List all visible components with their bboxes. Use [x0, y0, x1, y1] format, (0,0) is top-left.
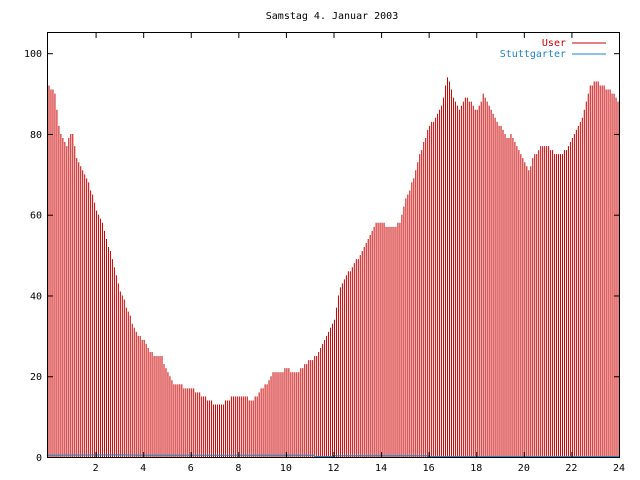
x-tick-label: 22: [565, 463, 577, 474]
x-tick-label: 6: [188, 463, 194, 474]
y-tick-label: 0: [36, 453, 42, 464]
y-axis: 0 20 40 60 80 100: [24, 49, 619, 464]
y-tick-label: 40: [30, 291, 42, 302]
chart-title: Samstag 4. Januar 2003: [266, 11, 398, 22]
x-tick-label: 4: [140, 463, 146, 474]
legend-label-stuttgarter: Stuttgarter: [500, 49, 566, 60]
legend-label-user: User: [542, 38, 566, 49]
x-tick-label: 20: [518, 463, 530, 474]
x-tick-label: 24: [613, 463, 625, 474]
x-tick-label: 14: [375, 463, 387, 474]
x-tick-label: 12: [327, 463, 339, 474]
plot-frame: [47, 32, 620, 458]
x-tick-label: 2: [93, 463, 99, 474]
y-tick-label: 20: [30, 372, 42, 383]
y-tick-label: 60: [30, 211, 42, 222]
legend: User Stuttgarter: [500, 38, 606, 60]
x-tick-label: 8: [235, 463, 241, 474]
x-tick-label: 10: [280, 463, 292, 474]
x-axis: 2 4 6 8 10 12 14 16 18 20 22 24: [93, 33, 625, 474]
x-tick-label: 16: [423, 463, 435, 474]
y-tick-label: 80: [30, 130, 42, 141]
x-tick-label: 18: [470, 463, 482, 474]
user-bars: [48, 77, 619, 457]
y-tick-label: 100: [24, 49, 42, 60]
